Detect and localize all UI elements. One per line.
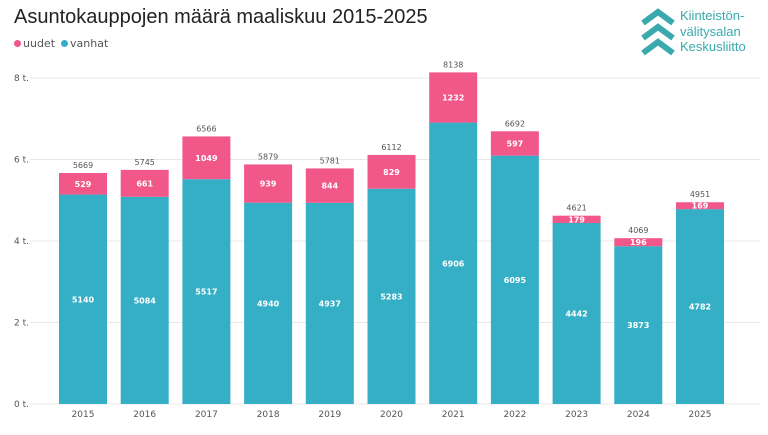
data-label-total: 5669	[73, 161, 93, 170]
x-tick-label: 2017	[195, 410, 218, 420]
data-label-uudet: 844	[321, 182, 338, 191]
bar-vanhat[interactable]	[305, 202, 354, 404]
chevrons-logo-icon	[641, 8, 675, 56]
data-label-vanhat: 4782	[689, 303, 711, 312]
bar-vanhat[interactable]	[429, 122, 478, 404]
legend-dot-uudet	[14, 40, 21, 47]
logo-line-1: Kiinteistön-	[680, 8, 745, 23]
bar-vanhat[interactable]	[367, 188, 416, 404]
legend-label-vanhat: vanhat	[70, 37, 109, 50]
bar-uudet[interactable]	[676, 202, 724, 210]
data-label-total: 4621	[566, 204, 586, 213]
bar-vanhat[interactable]	[182, 179, 231, 404]
bar-uudet[interactable]	[305, 168, 354, 203]
x-tick-label: 2025	[689, 410, 712, 420]
logo-line-2: välitysalan	[680, 23, 741, 39]
bar-uudet[interactable]	[552, 215, 601, 223]
y-tick-label: 8 t.	[14, 74, 29, 84]
y-tick-label: 2 t.	[14, 319, 29, 329]
data-label-vanhat: 5517	[195, 288, 217, 297]
data-label-vanhat: 3873	[627, 321, 649, 330]
bar-uudet[interactable]	[59, 172, 107, 195]
bar-vanhat[interactable]	[59, 194, 107, 404]
bar-uudet[interactable]	[244, 164, 293, 203]
bar-uudet[interactable]	[614, 238, 663, 247]
bar-uudet[interactable]	[429, 72, 478, 123]
bar-uudet[interactable]	[120, 169, 169, 197]
bar-uudet[interactable]	[182, 136, 231, 180]
bar-vanhat[interactable]	[614, 246, 663, 404]
logo-line-3: Keskusliitto	[680, 39, 746, 54]
data-label-total: 5745	[135, 158, 155, 167]
bar-vanhat[interactable]	[552, 222, 601, 404]
bar-uudet[interactable]	[490, 131, 539, 156]
legend-item-uudet[interactable]: uudet	[14, 37, 55, 50]
data-label-total: 6112	[381, 143, 401, 152]
bar-vanhat[interactable]	[490, 155, 539, 404]
data-label-uudet: 829	[383, 168, 400, 177]
x-tick-label: 2022	[503, 410, 526, 420]
data-label-total: 5879	[258, 152, 278, 161]
data-label-uudet: 661	[136, 179, 153, 188]
data-label-total: 8138	[443, 60, 463, 69]
bar-vanhat[interactable]	[676, 209, 724, 404]
data-label-uudet: 597	[507, 139, 524, 148]
legend-item-vanhat[interactable]: vanhat	[61, 37, 108, 50]
legend-label-uudet: uudet	[23, 37, 56, 50]
x-tick-label: 2018	[257, 410, 280, 420]
data-label-total: 4951	[690, 190, 710, 199]
bar-vanhat[interactable]	[244, 202, 293, 404]
data-label-vanhat: 4442	[565, 309, 587, 318]
data-label-vanhat: 4940	[257, 299, 280, 308]
x-tick-label: 2020	[380, 410, 403, 420]
legend: uudet vanhat	[14, 37, 108, 50]
data-label-total: 6566	[196, 124, 216, 133]
x-tick-label: 2019	[318, 410, 341, 420]
data-label-uudet: 1232	[442, 93, 464, 102]
bar-uudet[interactable]	[367, 154, 416, 189]
x-tick-label: 2021	[442, 410, 465, 420]
y-tick-label: 4 t.	[14, 237, 29, 247]
x-tick-label: 2016	[133, 410, 156, 420]
data-label-total: 4069	[628, 226, 648, 235]
y-tick-label: 6 t.	[14, 156, 29, 166]
data-label-uudet: 529	[75, 180, 92, 189]
data-label-total: 5781	[320, 156, 340, 165]
x-tick-label: 2023	[565, 410, 588, 420]
x-tick-label: 2024	[627, 410, 650, 420]
data-label-vanhat: 5140	[72, 295, 95, 304]
logo: Kiinteistön- välitysalan Keskusliitto	[640, 8, 746, 56]
data-label-uudet: 939	[260, 180, 277, 189]
data-label-total: 6692	[505, 119, 525, 128]
bar-vanhat[interactable]	[120, 196, 169, 404]
data-label-uudet: 1049	[195, 154, 218, 163]
data-label-vanhat: 5283	[380, 292, 402, 301]
data-label-vanhat: 5084	[134, 296, 157, 305]
data-label-vanhat: 4937	[319, 299, 341, 308]
x-tick-label: 2015	[72, 410, 95, 420]
chart-title: Asuntokauppojen määrä maaliskuu 2015-202…	[14, 6, 428, 28]
data-label-vanhat: 6906	[442, 259, 465, 268]
legend-dot-vanhat	[61, 40, 69, 47]
y-tick-label: 0 t.	[14, 400, 29, 410]
data-label-uudet: 179	[568, 215, 585, 224]
data-label-vanhat: 6095	[504, 276, 527, 285]
data-label-uudet: 169	[692, 202, 709, 211]
data-label-uudet: 196	[630, 238, 647, 247]
